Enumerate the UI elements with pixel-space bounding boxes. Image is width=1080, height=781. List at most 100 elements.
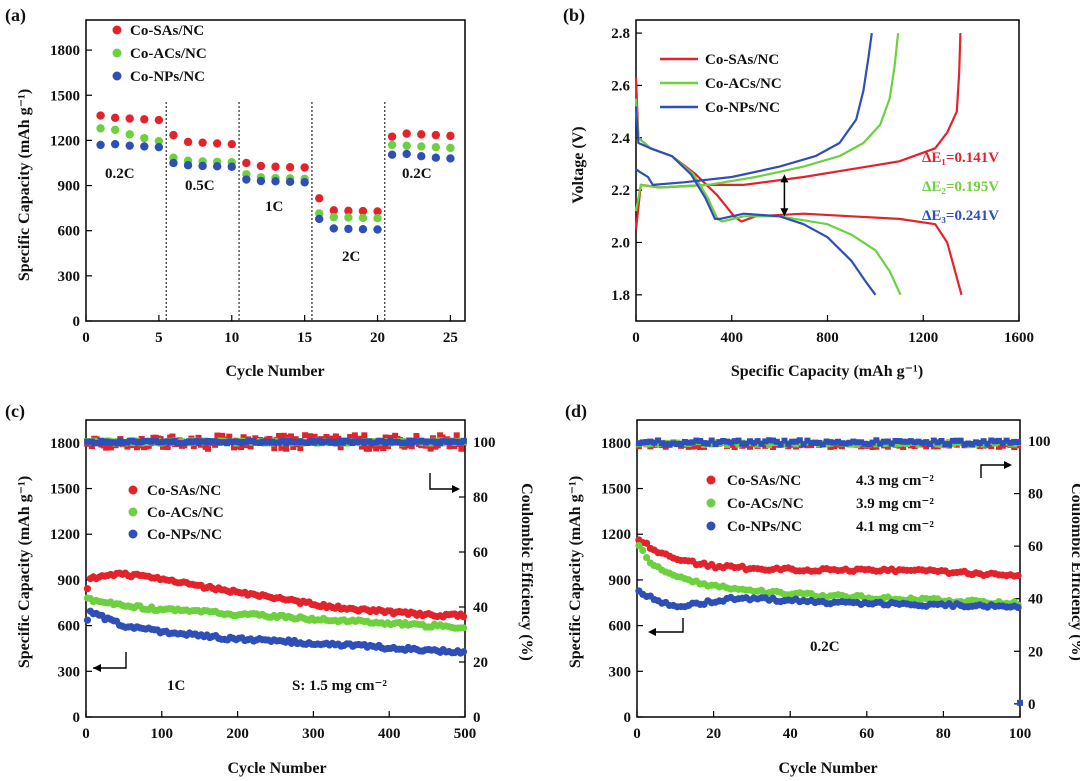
panel-b-delta-e1: ΔE₁=0.141V xyxy=(922,150,999,166)
panel-d-xticklabel-2: 40 xyxy=(783,726,798,742)
panel-d-ce-point-s2-76 xyxy=(926,440,933,447)
panel-d-ce-point-s0-51 xyxy=(831,443,838,450)
panel-d-ce-point-s2-2 xyxy=(643,439,650,446)
panel-c-y2ticklabel-3: 60 xyxy=(473,545,488,561)
panel-d-ce-point-s1-79 xyxy=(938,442,945,449)
panel-c-ce-point-s0-81 xyxy=(276,432,283,439)
panel-c-cap-point-s0-0 xyxy=(83,585,92,593)
panel-c-ce-point-s0-158 xyxy=(458,445,465,452)
panel-d-ce-point-s2-39 xyxy=(785,440,792,447)
panel-d-y2ticklabel-1: 20 xyxy=(1028,644,1043,660)
panel-c-legend-2: Co-NPs/NC xyxy=(147,527,222,543)
panel-d-ce-point-s1-31 xyxy=(754,441,761,448)
panel-d-ce-point-s0-15 xyxy=(693,443,700,450)
panel-c-ce-point-s0-155 xyxy=(451,443,458,450)
panel-d-ce-point-s2-49 xyxy=(823,438,830,445)
panel-d-y2ticklabel-0: 0 xyxy=(1028,697,1036,713)
panel-d-ce-point-s2-15 xyxy=(693,437,700,444)
panel-d-xticklabel-1: 20 xyxy=(706,726,721,742)
panel-a-point-s0-15 xyxy=(315,194,324,203)
panel-a-point-s0-14 xyxy=(300,163,309,172)
panel-c-yticklabel-0: 0 xyxy=(73,710,81,726)
panel-c-xticklabel-3: 300 xyxy=(302,726,325,742)
panel-c-y2ticklabel-1: 20 xyxy=(473,655,488,671)
panel-b-delta-e2: ΔE₂=0.195V xyxy=(922,179,999,195)
panel-d-ce-point-s2-18 xyxy=(704,440,711,447)
panel-d-ce-point-s2-41 xyxy=(792,438,799,445)
panel-a-legend-marker-2 xyxy=(112,71,122,81)
panel-d-ce-point-s2-70 xyxy=(904,438,911,445)
panel-b-curve-charge-1 xyxy=(634,32,900,212)
panel-c-ce-point-s0-130 xyxy=(392,432,399,439)
panel-a-rate-2: 1C xyxy=(265,199,283,215)
panel-c-y2ticklabel-0: 0 xyxy=(473,710,481,726)
panel-b-yticklabel-5: 2.8 xyxy=(611,26,630,42)
panel-b-legend-0: Co-SAs/NC xyxy=(705,52,779,68)
panel-c-ce-point-s0-139 xyxy=(413,432,420,439)
panel-d-ce-point-s2-28 xyxy=(743,440,750,447)
panel-d-cap-point-s0-2 xyxy=(642,539,651,547)
panel-d-ce-point-s2-1 xyxy=(639,439,646,446)
panel-d-ce-point-s2-67 xyxy=(892,437,899,444)
panel-d-y2label: Coulombic Efficiency (%) xyxy=(1068,483,1080,661)
panel-b-yticklabel-4: 2.6 xyxy=(611,78,630,94)
panel-c-ce-point-s0-60 xyxy=(226,433,233,440)
panel-d-legend-marker-2 xyxy=(706,521,716,531)
panel-b-delta-arrowhead-bottom xyxy=(780,208,789,217)
panel-d-yticklabel-4: 1200 xyxy=(601,527,631,543)
panel-a-yticklabel-0: 0 xyxy=(73,314,81,330)
panel-d-ce-point-s2-68 xyxy=(896,438,903,445)
panel-c-xticklabel-4: 400 xyxy=(378,726,401,742)
panel-d-ce-point-s2-20 xyxy=(712,440,719,447)
panel-d-ce-point-s2-73 xyxy=(915,438,922,445)
panel-b-yticklabel-2: 2.2 xyxy=(611,183,630,199)
panel-d-ce-point-s0-50 xyxy=(827,443,834,450)
panel-d-ce-point-s2-22 xyxy=(720,437,727,444)
panel-a-point-s1-21 xyxy=(402,141,411,150)
panel-d-ce-point-s2-77 xyxy=(930,437,937,444)
panel-c-y2ticklabel-4: 80 xyxy=(473,490,488,506)
panel-d-xticklabel-3: 60 xyxy=(859,726,874,742)
panel-a-point-s0-10 xyxy=(242,158,251,168)
panel-b-xticklabel-4: 1600 xyxy=(1004,330,1034,346)
panel-d-ce-point-s1-23 xyxy=(724,442,731,449)
panel-c-xlabel: Cycle Number xyxy=(227,760,326,777)
panel-d-y2ticklabel-3: 60 xyxy=(1028,539,1043,555)
panel-c-ce-point-s0-66 xyxy=(240,434,247,441)
panel-a-yticklabel-3: 900 xyxy=(58,179,81,195)
panel-a-point-s2-9 xyxy=(227,162,236,171)
panel-d-ce-point-s2-52 xyxy=(835,438,842,445)
panel-a-xticklabel-2: 10 xyxy=(224,330,239,346)
panel-c-legend-marker-1 xyxy=(128,507,138,517)
panel-d-ce-point-s0-35 xyxy=(769,443,776,450)
panel-c-label: (c) xyxy=(5,401,25,422)
panel-c-ce-point-s0-111 xyxy=(347,434,354,441)
panel-d-ce-point-s0-58 xyxy=(858,443,865,450)
panel-d-cap-point-s1-1 xyxy=(639,546,647,555)
panel-d-y2ticklabel-4: 80 xyxy=(1028,487,1043,503)
panel-a-point-s0-0 xyxy=(96,111,105,120)
panel-d-ce-point-s2-72 xyxy=(911,439,918,446)
panel-d: (d) Co-SAs/NC Co-ACs/NC Co-NPs/NC 4.3 mg… xyxy=(565,401,1080,777)
panel-d-ce-point-s0-33 xyxy=(762,442,769,449)
panel-c-rate: 1C xyxy=(167,678,185,694)
panel-d-ce-point-s2-97 xyxy=(1007,439,1014,446)
panel-c-loading: S: 1.5 mg cm⁻² xyxy=(292,678,387,694)
panel-a-legend-marker-0 xyxy=(112,25,122,35)
panel-c-ce-point-s0-126 xyxy=(382,434,389,441)
panel-c-ce-point-s0-10 xyxy=(107,444,114,451)
panel-d-ce-point-s2-23 xyxy=(724,438,731,445)
panel-a-yticklabel-1: 300 xyxy=(58,269,81,285)
panel-d-ce-point-s1-5 xyxy=(655,441,662,448)
panel-d-ce-point-s2-51 xyxy=(831,439,838,446)
panel-a-point-s0-21 xyxy=(402,129,411,138)
panel-a-point-s0-8 xyxy=(212,139,222,148)
panel-d-ce-point-s2-85 xyxy=(961,441,968,448)
panel-d-ce-point-s2-45 xyxy=(808,440,815,447)
panel-b-yticklabel-3: 2.4 xyxy=(611,131,630,147)
panel-c-ce-point-s0-92 xyxy=(302,432,309,439)
panel-b-curve-charge-0 xyxy=(634,33,962,230)
panel-d-ce-point-s2-7 xyxy=(662,441,669,448)
panel-a-point-s2-6 xyxy=(183,161,193,170)
panel-b-delta-e3: ΔE₃=0.241V xyxy=(922,208,999,224)
